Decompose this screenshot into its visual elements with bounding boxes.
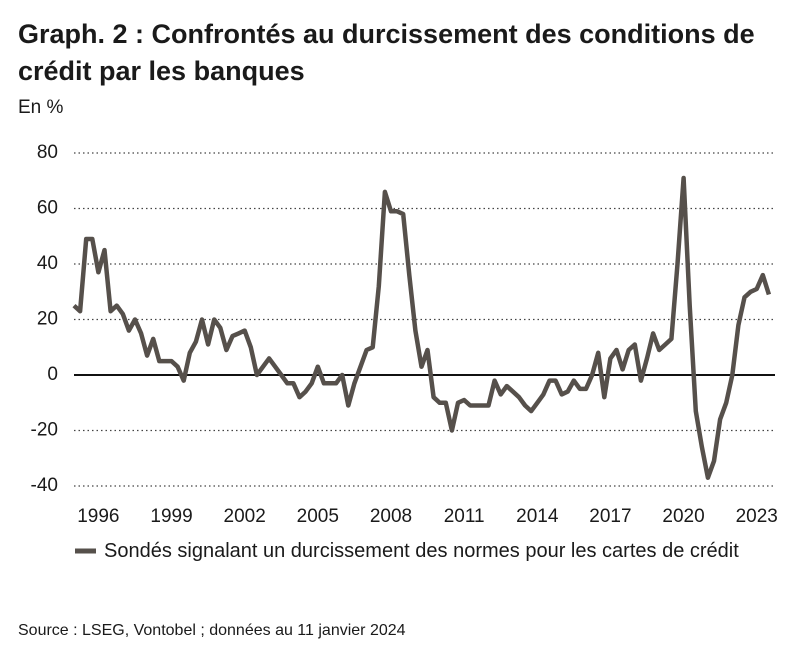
x-tick-label: 2002 (224, 506, 266, 527)
chart-title: Graph. 2 : Confrontés au durcissement de… (18, 19, 755, 86)
y-axis-label: En % (18, 97, 64, 118)
x-tick-label: 2014 (516, 506, 559, 527)
x-tick-label: 2017 (589, 506, 631, 527)
legend-label: Sondés signalant un durcissement des nor… (104, 540, 739, 562)
x-tick-label: 2020 (662, 506, 704, 527)
y-tick-label: 20 (37, 309, 58, 330)
x-tick-label: 2023 (736, 506, 778, 527)
y-tick-label: 80 (37, 142, 58, 163)
y-tick-label: 40 (37, 253, 58, 274)
y-tick-label: 0 (47, 364, 58, 385)
x-tick-label: 2005 (297, 506, 339, 527)
y-tick-label: -40 (31, 475, 58, 496)
x-tick-label: 2008 (370, 506, 412, 527)
y-tick-label: 60 (37, 198, 58, 219)
y-tick-label: -20 (31, 420, 58, 441)
x-tick-label: 1996 (77, 506, 119, 527)
source-note: Source : LSEG, Vontobel ; données au 11 … (18, 622, 406, 639)
data-line (72, 175, 772, 480)
x-tick-label: 2011 (444, 506, 485, 527)
x-tick-label: 1999 (150, 506, 192, 527)
